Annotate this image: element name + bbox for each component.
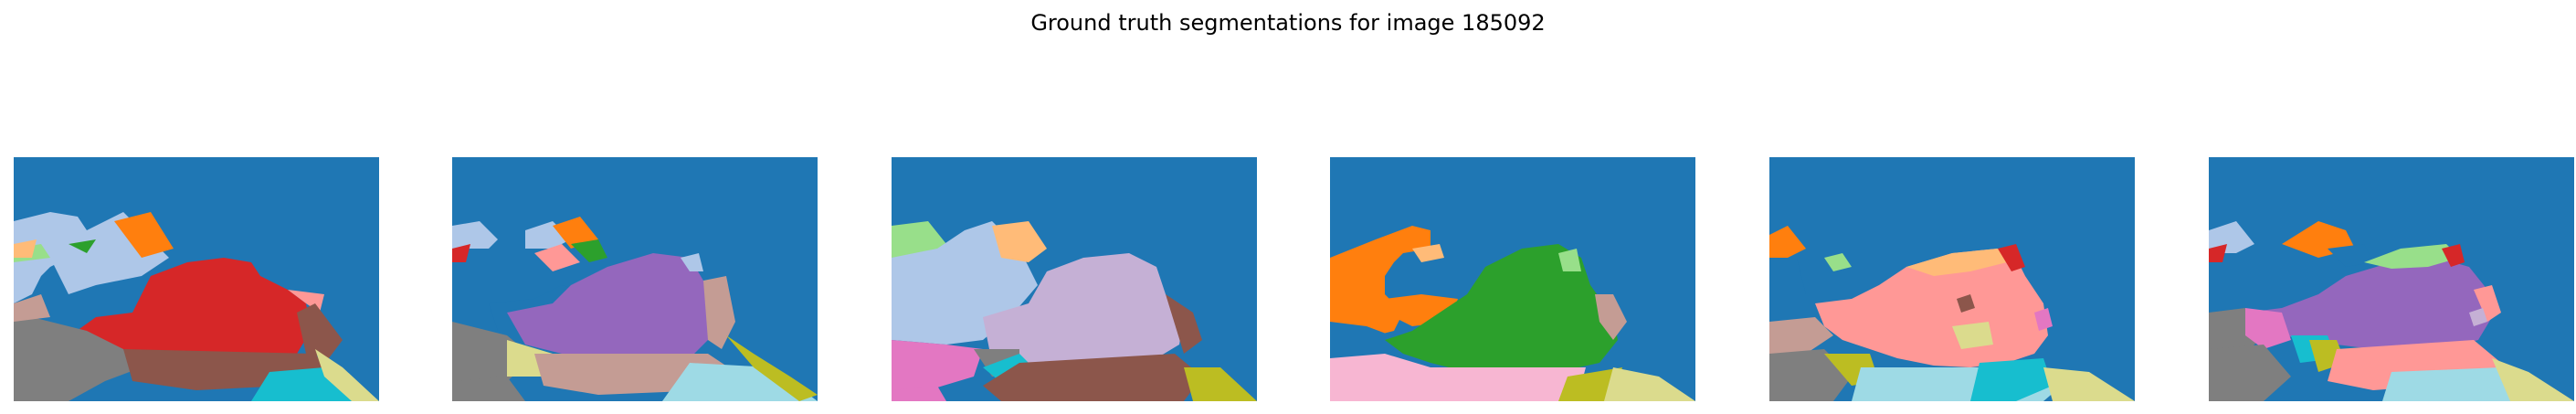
region-fish-dorsal: [1906, 249, 2007, 276]
region-right-pink: [2474, 285, 2501, 322]
segmentation-map-4: [1330, 157, 1695, 401]
region-right-rock: [1595, 294, 1627, 340]
region-fish: [64, 258, 311, 367]
region-bottom-cyan: [2382, 367, 2519, 401]
region-fish-dorsal: [2364, 244, 2460, 269]
region-right-rock: [297, 303, 343, 358]
region-bottom-right: [2492, 358, 2574, 401]
region-bottom-teal: [1970, 358, 2053, 401]
region-right-rock: [703, 276, 735, 349]
region-bottom-right: [1604, 367, 1695, 401]
region-bottom-left: [892, 386, 946, 401]
segmentation-panel-2: [452, 157, 818, 401]
segmentation-map-5: [1769, 157, 2135, 401]
region-fish-mouth: [2469, 308, 2487, 326]
region-top-orange: [992, 221, 1047, 262]
region-bottom-brown: [983, 354, 1202, 401]
region-bottom-right: [2043, 367, 2135, 401]
region-fish: [507, 253, 713, 363]
region-fish-fin: [1558, 249, 1581, 271]
region-left-pink: [2245, 308, 2291, 349]
region-fish: [983, 253, 1184, 367]
region-left-red: [452, 244, 470, 262]
region-bottom-olive: [1184, 367, 1257, 401]
region-green-patch: [69, 239, 96, 253]
region-left-top: [14, 239, 37, 258]
region-bottom-gray: [14, 313, 142, 401]
region-left-top: [2209, 221, 2254, 253]
region-left-orange: [1330, 226, 1431, 340]
region-left-brown: [1769, 317, 1833, 358]
segmentation-map-2: [452, 157, 818, 401]
region-fish-eye: [1957, 294, 1975, 313]
region-fish-head: [1998, 244, 2025, 271]
region-fish-mouth: [2034, 308, 2053, 331]
region-left-top: [452, 221, 498, 249]
region-pink-patch: [534, 244, 580, 271]
figure-title: Ground truth segmentations for image 185…: [1030, 10, 1546, 36]
segmentation-map-1: [14, 157, 379, 401]
region-left-water: [1769, 258, 1806, 322]
region-bottom-left: [452, 377, 525, 401]
region-fish-gill: [1952, 322, 1993, 349]
region-bottom-gray: [2209, 345, 2291, 401]
region-fish-head: [2442, 244, 2465, 267]
region-bottom-gray: [1769, 349, 1852, 401]
region-bottom-mid: [1412, 367, 1586, 401]
region-fish: [1385, 244, 1618, 375]
region-left-mid: [14, 294, 50, 322]
region-left-plant: [892, 221, 946, 258]
segmentation-panel-6: [2209, 157, 2574, 401]
region-orange-light: [1412, 244, 1444, 262]
region-fish: [2245, 258, 2492, 351]
segmentation-map-6: [2209, 157, 2574, 401]
segmentation-panel-5: [1769, 157, 2135, 401]
region-right-rock: [1166, 294, 1202, 354]
region-left-orange: [1769, 226, 1806, 258]
region-diagonal: [726, 335, 818, 401]
region-top-orange: [553, 217, 598, 249]
segmentation-panel-1: [14, 157, 379, 401]
region-top-water: [2328, 244, 2373, 267]
region-green-patch: [571, 239, 607, 262]
region-diagonal: [315, 349, 379, 401]
region-fish-eye: [681, 253, 703, 271]
segmentation-map-3: [892, 157, 1257, 401]
region-bottom-pink: [892, 340, 983, 395]
region-bottom-pink: [1330, 354, 1431, 401]
region-top-fin: [114, 212, 174, 258]
region-green-patch: [1824, 253, 1852, 271]
segmentation-panel-4: [1330, 157, 1695, 401]
region-left-red: [2209, 244, 2227, 262]
segmentation-panel-3: [892, 157, 1257, 401]
region-bottom-cyan: [662, 363, 818, 401]
